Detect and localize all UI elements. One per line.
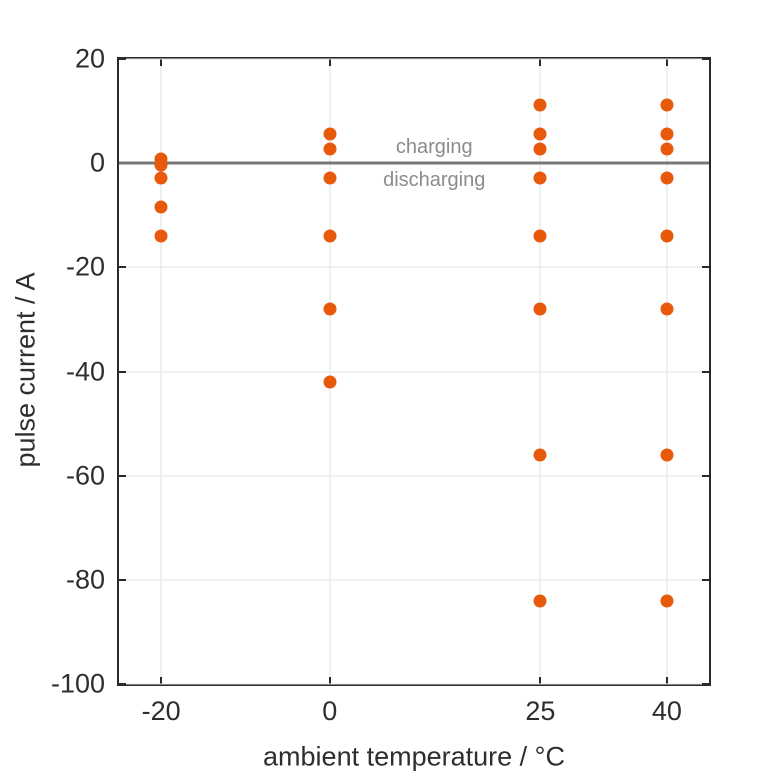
- data-point: [154, 200, 168, 214]
- x-tick-mark: [328, 59, 331, 66]
- x-tick-mark: [160, 677, 163, 684]
- data-point: [660, 98, 674, 112]
- x-tick-mark: [539, 677, 542, 684]
- y-gridline: [119, 683, 709, 685]
- data-point: [660, 302, 674, 316]
- data-point: [323, 229, 337, 243]
- x-tick-mark: [539, 59, 542, 66]
- discharging-label: discharging: [383, 169, 486, 192]
- data-point: [660, 171, 674, 185]
- data-point: [533, 142, 547, 156]
- data-point: [323, 142, 337, 156]
- x-tick-mark: [665, 677, 668, 684]
- data-point: [660, 594, 674, 608]
- y-tick-mark: [702, 474, 709, 477]
- data-point: [154, 229, 168, 243]
- y-gridline: [119, 58, 709, 60]
- zero-divider-line: [119, 161, 709, 165]
- y-gridline: [119, 371, 709, 372]
- y-tick-mark: [119, 58, 126, 60]
- y-tick-label: -80: [65, 564, 105, 595]
- y-axis-title: pulse current / A: [10, 272, 41, 468]
- data-point: [660, 142, 674, 156]
- y-tick-mark: [702, 683, 709, 685]
- charging-label: charging: [395, 136, 473, 159]
- y-tick-mark: [119, 370, 126, 373]
- data-point: [154, 171, 168, 185]
- y-tick-mark: [702, 370, 709, 373]
- y-tick-label: 0: [89, 147, 105, 178]
- data-point: [660, 229, 674, 243]
- x-axis-title: ambient temperature / °C: [263, 741, 565, 772]
- data-point: [533, 98, 547, 112]
- data-point: [533, 229, 547, 243]
- y-tick-label: -40: [65, 356, 105, 386]
- data-point: [533, 302, 547, 316]
- x-tick-label: 25: [525, 696, 556, 726]
- data-point: [323, 127, 337, 141]
- data-point: [660, 448, 674, 462]
- y-tick-mark: [702, 578, 709, 581]
- x-tick-mark: [665, 59, 668, 66]
- data-point: [660, 127, 674, 141]
- data-point: [533, 448, 547, 462]
- y-gridline: [119, 475, 709, 477]
- data-point: [154, 158, 168, 172]
- y-tick-label: -100: [50, 668, 105, 699]
- y-tick-mark: [119, 683, 126, 685]
- data-point: [533, 127, 547, 141]
- y-tick-mark: [119, 474, 126, 477]
- data-point: [323, 375, 337, 389]
- data-point: [323, 302, 337, 316]
- y-tick-label: 20: [74, 43, 105, 74]
- data-point: [533, 171, 547, 185]
- data-point: [323, 171, 337, 185]
- x-tick-label: -20: [141, 696, 181, 726]
- y-tick-label: -60: [65, 460, 105, 491]
- y-tick-label: -20: [65, 251, 105, 282]
- x-tick-label: 40: [651, 696, 682, 726]
- data-point: [533, 594, 547, 608]
- y-tick-mark: [119, 266, 126, 269]
- x-tick-mark: [160, 59, 163, 66]
- y-tick-mark: [702, 266, 709, 269]
- x-tick-mark: [328, 677, 331, 684]
- y-gridline: [119, 579, 709, 581]
- y-gridline: [119, 266, 709, 268]
- y-tick-mark: [702, 58, 709, 60]
- y-tick-mark: [119, 578, 126, 581]
- plot-area: -20 0 25 40 20 0 -20 -40 -60 -80 -100 charging disch…: [51, 45, 711, 725]
- x-tick-label: 0: [322, 696, 338, 726]
